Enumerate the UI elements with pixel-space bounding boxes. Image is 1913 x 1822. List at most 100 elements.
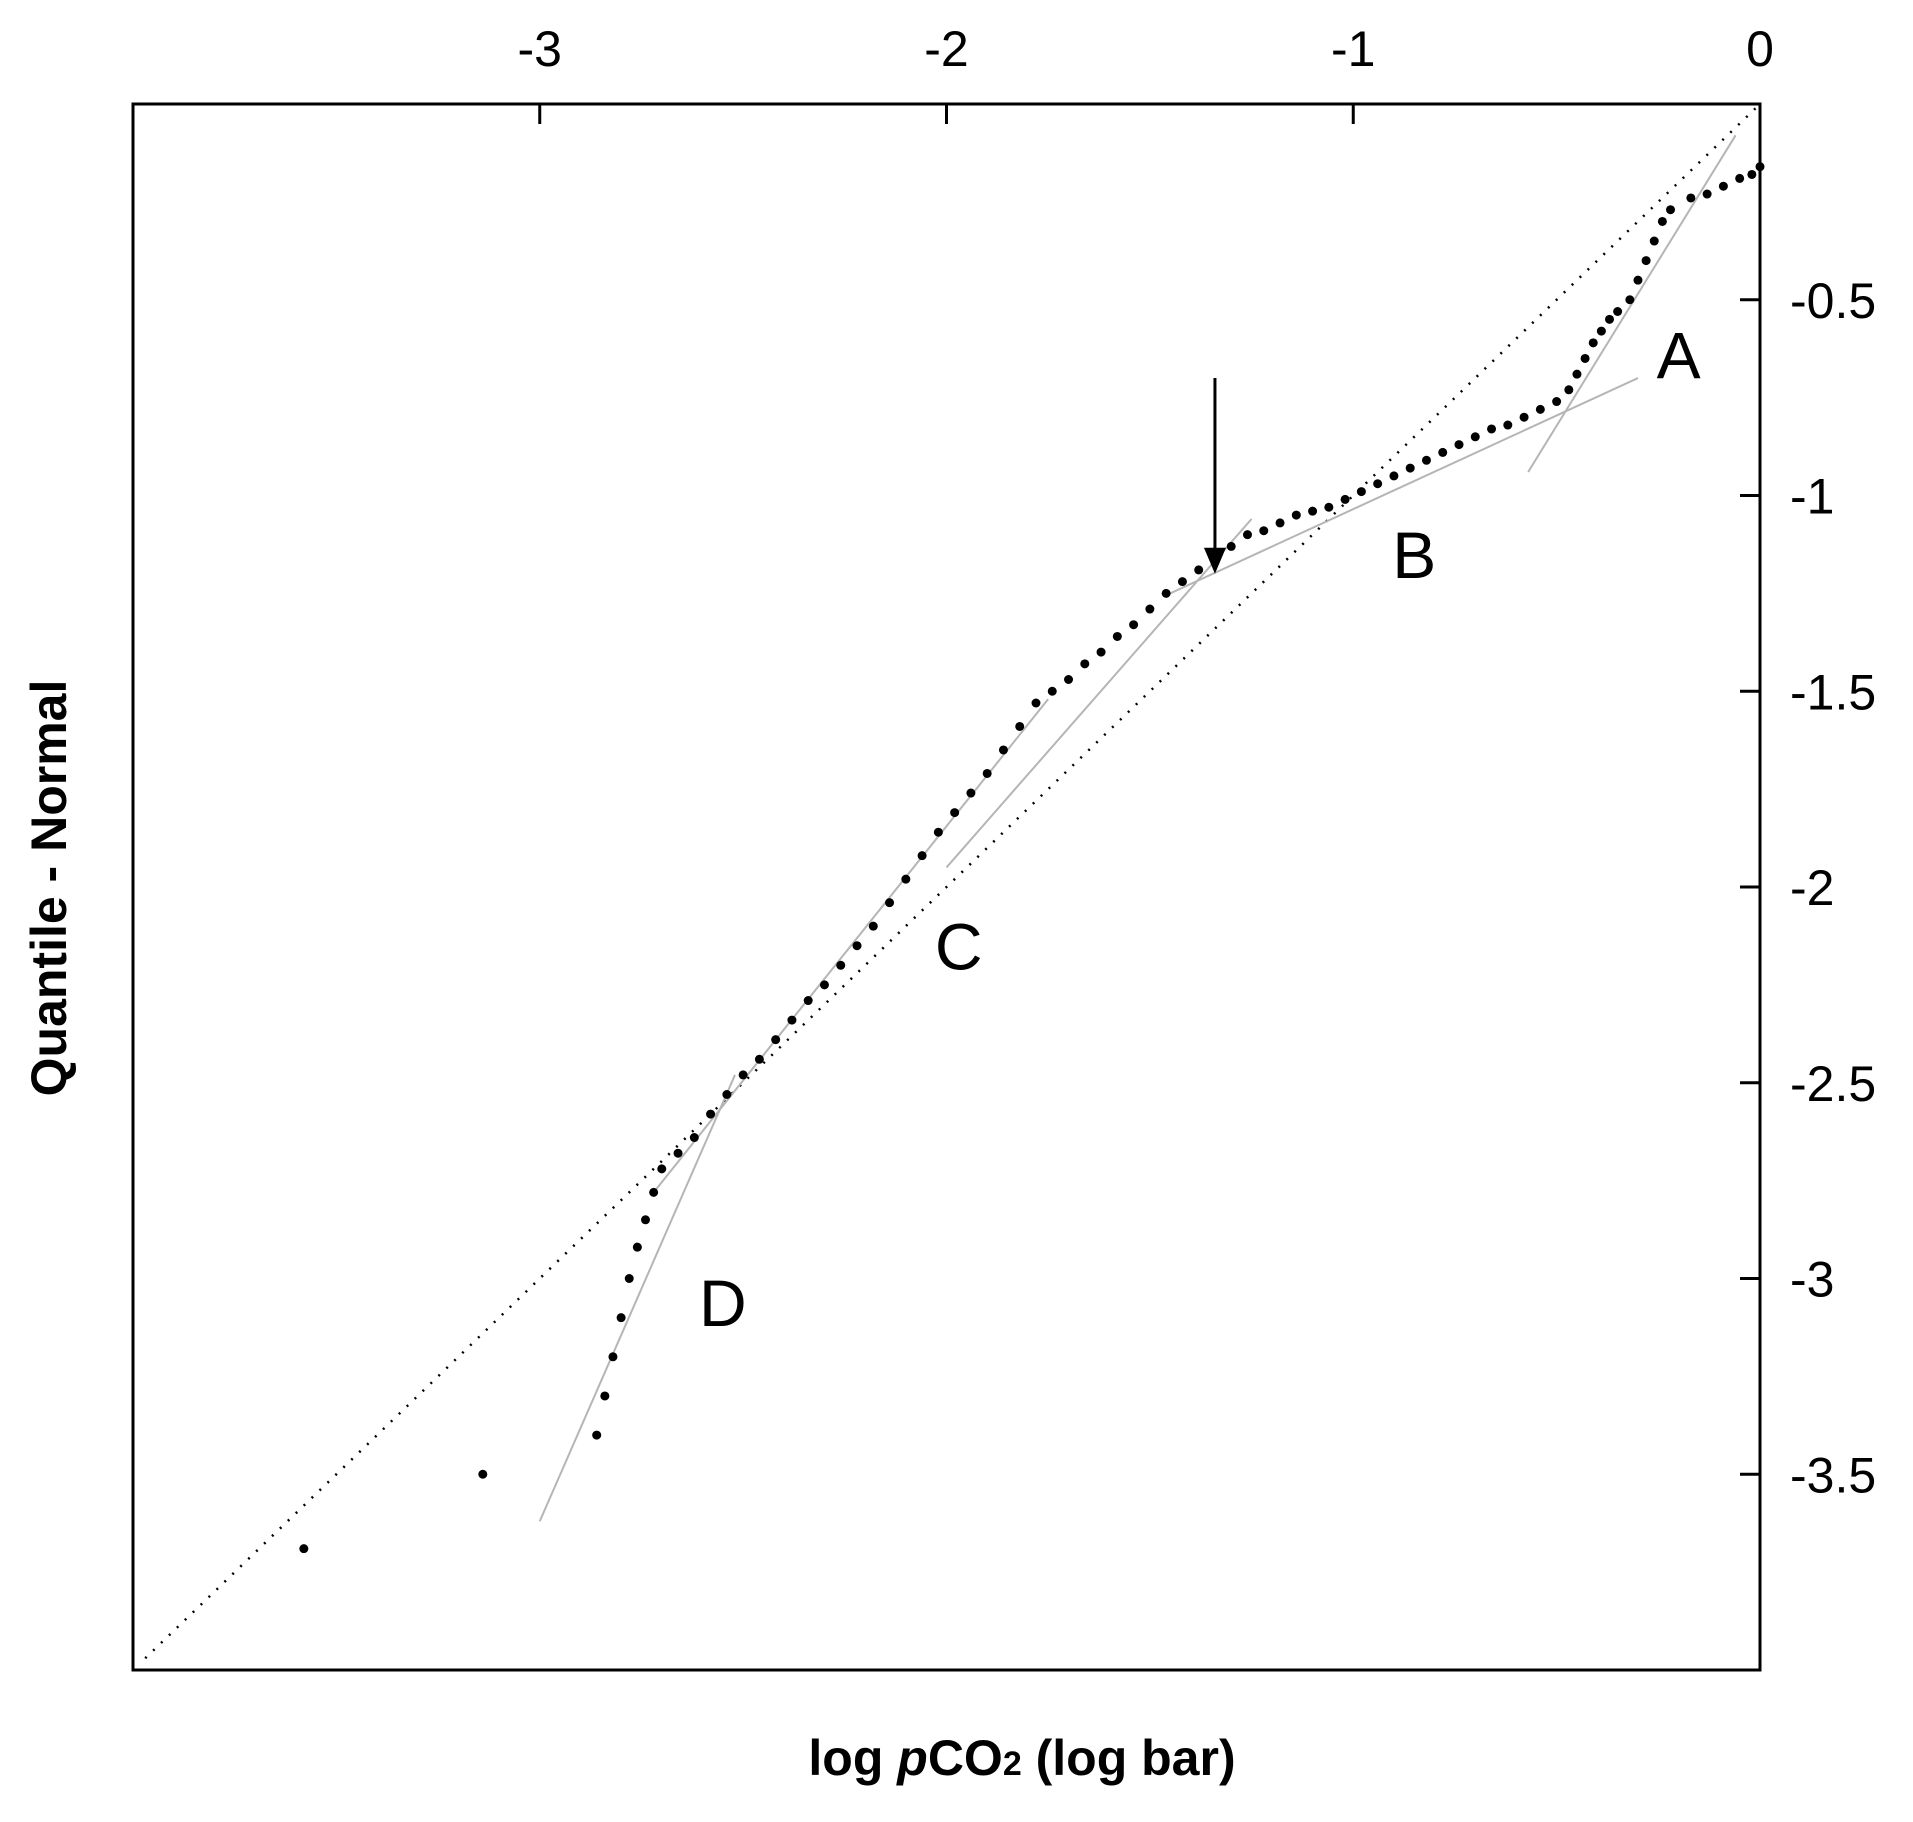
reference-line <box>144 103 1761 1660</box>
data-point <box>852 941 862 951</box>
data-point <box>1666 205 1676 215</box>
data-point <box>1308 506 1318 516</box>
data-point <box>1096 647 1106 657</box>
data-point <box>1625 295 1635 305</box>
data-point <box>1194 565 1204 575</box>
segment-fit-line <box>1169 377 1639 595</box>
data-point <box>1389 471 1399 481</box>
data-point <box>1129 620 1139 630</box>
y-tick-label: -2.5 <box>1790 1056 1876 1112</box>
x-axis-title-post: (log bar) <box>1022 1730 1236 1786</box>
annotation-layer: A B C D <box>699 319 1701 1340</box>
y-tick-label: -1 <box>1790 469 1834 525</box>
data-point <box>917 851 927 861</box>
data-point <box>754 1054 764 1064</box>
data-point <box>868 921 878 931</box>
data-point <box>657 1164 667 1174</box>
data-point <box>1177 577 1187 587</box>
x-tick-label: -3 <box>518 21 562 77</box>
data-point <box>982 768 992 778</box>
data-point <box>1356 487 1366 497</box>
data-point <box>1633 275 1643 285</box>
data-point <box>1503 420 1513 430</box>
data-point <box>933 827 943 837</box>
data-point <box>592 1430 602 1440</box>
y-tick-label: -2 <box>1790 860 1834 916</box>
x-tick-label: -1 <box>1331 21 1375 77</box>
data-point <box>1275 518 1285 528</box>
x-axis-title-mid: CO <box>928 1730 1003 1786</box>
data-point <box>836 960 846 970</box>
data-point <box>1438 447 1448 457</box>
data-point <box>689 1133 699 1143</box>
data-point <box>1340 494 1350 504</box>
data-point <box>632 1242 642 1252</box>
data-point <box>1588 338 1598 348</box>
data-point <box>608 1352 618 1362</box>
data-point <box>478 1469 488 1479</box>
data-point <box>1519 412 1529 422</box>
data-point <box>885 898 895 908</box>
data-point <box>706 1109 716 1119</box>
data-point <box>1242 530 1252 540</box>
data-point <box>966 788 976 798</box>
data-point <box>1747 169 1757 179</box>
data-point <box>1454 440 1464 450</box>
data-point <box>1552 397 1562 407</box>
data-point <box>998 745 1008 755</box>
data-point <box>1015 721 1025 731</box>
data-point <box>1031 698 1041 708</box>
data-point <box>738 1070 748 1080</box>
data-point <box>1572 369 1582 379</box>
y-tick-label: -0.5 <box>1790 273 1876 329</box>
data-point <box>299 1544 309 1554</box>
annotation-label: C <box>935 910 983 984</box>
data-point <box>1564 385 1574 395</box>
data-point <box>1735 173 1745 183</box>
data-point <box>1047 686 1057 696</box>
data-point <box>1605 314 1615 324</box>
arrow-head <box>1203 547 1226 574</box>
data-point <box>1373 479 1383 489</box>
x-axis-title-italic: p <box>895 1730 928 1786</box>
annotation-label: B <box>1392 518 1436 592</box>
data-point <box>1080 659 1090 669</box>
data-point <box>1112 631 1122 641</box>
segment-fit-line <box>652 698 1049 1193</box>
data-point-layer <box>299 162 1765 1554</box>
data-point <box>722 1089 732 1099</box>
y-axis-title: Quantile - Normal <box>21 680 77 1097</box>
y-tick-label: -3.5 <box>1790 1447 1876 1503</box>
data-point <box>1324 502 1334 512</box>
data-point <box>1226 541 1236 551</box>
data-point <box>1487 424 1497 434</box>
data-point <box>624 1274 634 1283</box>
y-tick-label: -1.5 <box>1790 664 1876 720</box>
data-point <box>673 1148 683 1158</box>
data-point <box>1718 181 1728 191</box>
data-point <box>1145 604 1155 614</box>
segment-fit-line <box>538 1074 736 1522</box>
data-point <box>1657 216 1667 226</box>
data-point <box>649 1187 659 1197</box>
annotation-label: A <box>1657 319 1701 393</box>
x-axis-title: log pCO2 (log bar) <box>808 1730 1235 1786</box>
data-point <box>771 1035 781 1045</box>
data-point <box>787 1015 797 1025</box>
x-axis-title-subscript: 2 <box>1003 1745 1022 1783</box>
data-point <box>641 1215 651 1225</box>
data-point <box>616 1313 626 1323</box>
axis-layer: -3 -2 -1 0 -0.5 -1 -1.5 -2 -2.5 -3 -3.5 <box>131 21 1876 1672</box>
data-point <box>1580 353 1590 363</box>
x-tick-label: -2 <box>924 21 968 77</box>
data-point <box>1702 189 1712 199</box>
data-point <box>1064 675 1074 685</box>
data-point <box>1596 326 1606 336</box>
data-point <box>950 808 960 818</box>
data-point <box>901 874 911 884</box>
data-point <box>1421 455 1431 465</box>
x-tick-label: 0 <box>1746 21 1774 77</box>
data-point <box>1613 306 1623 316</box>
data-point <box>1291 510 1301 520</box>
